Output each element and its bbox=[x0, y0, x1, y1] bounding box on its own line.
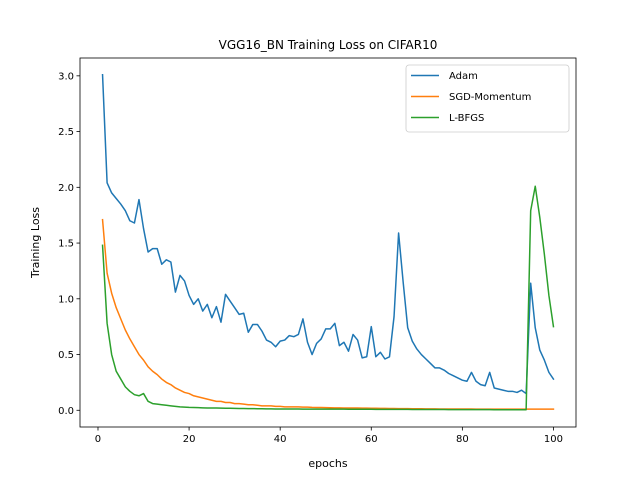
y-tick-label: 3.0 bbox=[58, 71, 74, 82]
x-tick-label: 20 bbox=[183, 434, 196, 445]
x-tick-label: 80 bbox=[456, 434, 469, 445]
x-tick-label: 0 bbox=[95, 434, 101, 445]
chart-title: VGG16_BN Training Loss on CIFAR10 bbox=[219, 38, 438, 52]
x-axis-label: epochs bbox=[308, 457, 347, 470]
y-tick-label: 0.0 bbox=[58, 406, 74, 417]
y-tick-label: 1.5 bbox=[58, 239, 74, 250]
y-tick-label: 1.0 bbox=[58, 294, 74, 305]
y-tick-label: 2.0 bbox=[58, 183, 74, 194]
x-tick-label: 40 bbox=[274, 434, 287, 445]
legend: Adam SGD-Momentum L-BFGS bbox=[405, 64, 570, 133]
series-line-l-bfgs bbox=[101, 185, 555, 411]
plot-frame bbox=[79, 57, 577, 428]
y-tick-label: 0.5 bbox=[58, 350, 74, 361]
legend-box bbox=[405, 64, 570, 133]
legend-label-adam: Adam bbox=[449, 71, 478, 82]
legend-label-l-bfgs: L-BFGS bbox=[449, 113, 484, 124]
series-layer bbox=[101, 73, 555, 411]
x-tick-label: 100 bbox=[544, 434, 563, 445]
plot-area bbox=[79, 57, 577, 428]
x-tick-label: 60 bbox=[365, 434, 378, 445]
y-axis-label: Training Loss bbox=[29, 207, 42, 279]
y-tick-label: 2.5 bbox=[58, 127, 74, 138]
y-axis: 0.0 0.5 1.0 1.5 2.0 2.5 3.0 bbox=[58, 71, 80, 417]
series-line-adam bbox=[101, 73, 555, 395]
x-axis: 0 20 40 60 80 100 bbox=[95, 427, 563, 445]
legend-label-sgd-momentum: SGD-Momentum bbox=[449, 92, 531, 103]
